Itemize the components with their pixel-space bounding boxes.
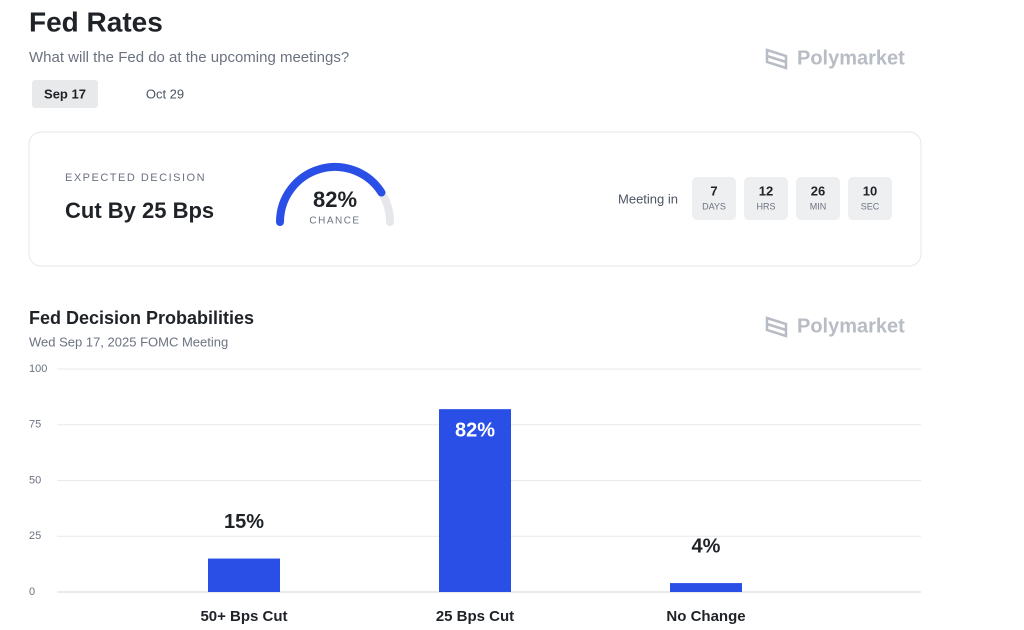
countdown-box [796, 177, 840, 220]
y-tick-label: 50 [29, 474, 41, 486]
brand-logo: Polymarket [765, 47, 905, 70]
gauge-fill [276, 163, 386, 226]
brand-icon [765, 48, 788, 70]
y-tick-label: 0 [29, 586, 35, 598]
brand-name: Polymarket [797, 47, 905, 69]
countdown-unit: DAYS [702, 201, 726, 211]
gauge-caption: CHANCE [309, 216, 360, 227]
tabs: Sep 17 Oct 29 [32, 80, 184, 108]
bar [439, 409, 511, 592]
bar [670, 583, 742, 592]
chart-title: Fed Decision Probabilities [29, 308, 254, 328]
brand-icon [765, 316, 788, 338]
chart-brand-logo: Polymarket [765, 315, 905, 338]
countdown: 7 DAYS 12 HRS 26 MIN 10 SEC [692, 177, 892, 220]
countdown-box [744, 177, 788, 220]
y-tick-label: 25 [29, 530, 41, 542]
tab[interactable]: Sep 17 [44, 86, 86, 101]
tab[interactable]: Oct 29 [146, 86, 184, 101]
decision-outcome: Cut By 25 Bps [65, 198, 214, 223]
plot: 0 25 50 75 100 50+ Bps Cut 15% 25 Bps Cut 82% No … [29, 363, 921, 625]
countdown-unit: MIN [810, 201, 827, 211]
brand-name: Polymarket [797, 315, 905, 337]
y-tick-label: 75 [29, 419, 41, 431]
chart-subtitle: Wed Sep 17, 2025 FOMC Meeting [29, 334, 228, 349]
gauge-value: 82% [313, 187, 357, 212]
countdown-value: 7 [710, 183, 717, 198]
countdown-unit: HRS [756, 201, 775, 211]
decision-card [28, 131, 922, 267]
countdown-value: 26 [811, 183, 825, 198]
gauge [276, 163, 394, 226]
bar [208, 558, 280, 592]
countdown-value: 12 [759, 183, 773, 198]
countdown-value: 10 [863, 183, 877, 198]
decision-caption: EXPECTED DECISION [65, 172, 206, 184]
value-label: 82% [455, 419, 495, 441]
countdown-unit: SEC [861, 201, 880, 211]
countdown-box [692, 177, 736, 220]
page-title: Fed Rates [29, 6, 163, 37]
meeting-label: Meeting in [618, 191, 678, 206]
value-label: 4% [692, 535, 721, 557]
x-tick-label: 50+ Bps Cut [200, 608, 287, 625]
value-label: 15% [224, 511, 264, 533]
x-tick-label: 25 Bps Cut [436, 608, 514, 625]
countdown-box [848, 177, 892, 220]
y-tick-label: 100 [29, 363, 47, 375]
x-tick-label: No Change [666, 608, 745, 625]
tab-selected-bg [32, 80, 98, 108]
page-subtitle: What will the Fed do at the upcoming mee… [29, 49, 349, 66]
